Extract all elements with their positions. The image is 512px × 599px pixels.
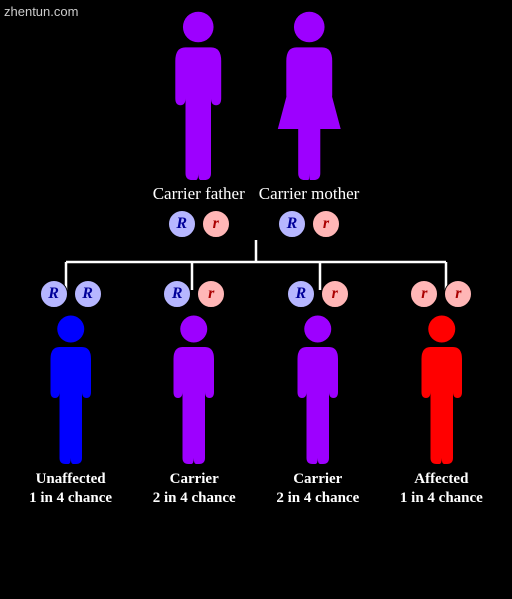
child-3: rr Affected1 in 4 chance (382, 280, 500, 510)
child-1: Rr Carrier2 in 4 chance (135, 280, 253, 510)
male-figure-icon (408, 314, 476, 464)
child-label: Unaffected1 in 4 chance (29, 470, 112, 510)
allele-R: R (168, 210, 196, 238)
child-alleles: rr (410, 280, 472, 308)
child-2: Rr Carrier2 in 4 chance (259, 280, 377, 510)
allele-R: R (40, 280, 68, 308)
male-figure-icon (37, 314, 105, 464)
allele-R: R (278, 210, 306, 238)
allele-r: r (410, 280, 438, 308)
children-row: RRUnaffected1 in 4 chanceRrCarrier2 in 4… (0, 280, 512, 510)
parent-label: Carrier mother (259, 184, 360, 204)
parent-alleles: Rr (278, 210, 340, 238)
child-alleles: Rr (163, 280, 225, 308)
allele-r: r (197, 280, 225, 308)
child-alleles: Rr (287, 280, 349, 308)
parents-row: Carrier father Rr Carrier mother Rr (0, 10, 512, 238)
child-label: Carrier2 in 4 chance (276, 470, 359, 510)
parent-label: Carrier father (153, 184, 245, 204)
male-figure-icon (160, 314, 228, 464)
allele-R: R (74, 280, 102, 308)
parent-alleles: Rr (168, 210, 230, 238)
parent-male: Carrier father Rr (153, 10, 245, 238)
child-label: Affected1 in 4 chance (400, 470, 483, 510)
male-figure-icon (160, 10, 237, 180)
allele-r: r (444, 280, 472, 308)
parent-female: Carrier mother Rr (259, 10, 360, 238)
allele-r: r (312, 210, 340, 238)
child-alleles: RR (40, 280, 102, 308)
allele-R: R (163, 280, 191, 308)
allele-r: r (321, 280, 349, 308)
male-figure-icon (284, 314, 352, 464)
child-label: Carrier2 in 4 chance (153, 470, 236, 510)
child-0: RR Unaffected1 in 4 chance (12, 280, 130, 510)
allele-r: r (202, 210, 230, 238)
allele-R: R (287, 280, 315, 308)
female-figure-icon (271, 10, 348, 180)
